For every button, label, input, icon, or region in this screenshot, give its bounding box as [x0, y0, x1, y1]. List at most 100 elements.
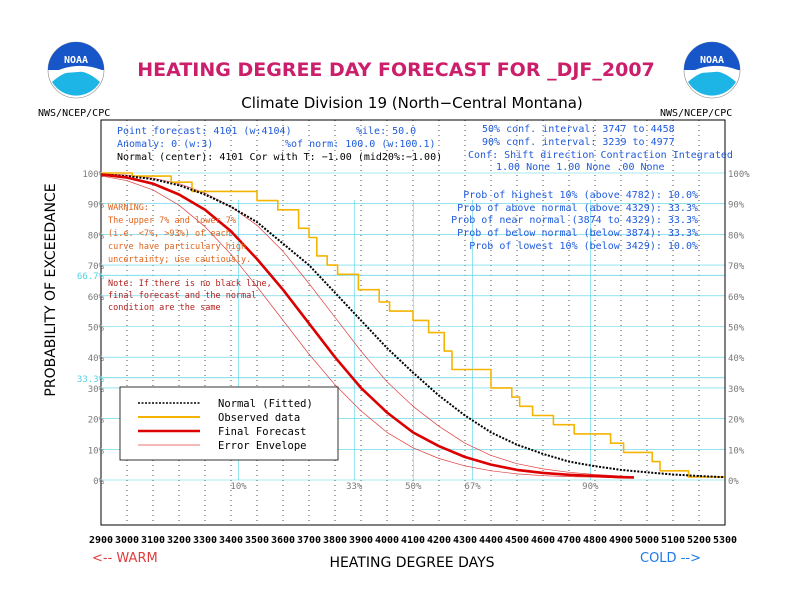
y-tick-label-right: 0% [728, 477, 739, 487]
prob-below-normal: Prob of below normal (below 3874): 33.3% [457, 228, 698, 239]
series-observed-data [101, 172, 725, 478]
x-tick-label: 3500 [245, 535, 269, 546]
x-tick-label: 3700 [297, 535, 321, 546]
warm-direction-label: <-- WARM [92, 551, 158, 566]
x-tick-label: 4400 [479, 535, 503, 546]
x-tick-label: 4500 [505, 535, 529, 546]
warning-line-2: The upper 7% and lower 7% [108, 216, 236, 226]
prob-near-normal: Prob of near normal (3874 to 4329): 33.3… [451, 215, 698, 226]
y-tick-label-right: 30% [728, 385, 745, 395]
x-tick-label: 3000 [115, 535, 139, 546]
x-tick-label: 5100 [661, 535, 685, 546]
x-tick-label: 2900 [89, 535, 113, 546]
percentile-label: 33% [346, 482, 363, 492]
warning-line-1: WARNING: [108, 203, 149, 213]
info-conf-header: Conf: Shift direction Contraction Integr… [468, 150, 733, 161]
x-tick-label: 3300 [193, 535, 217, 546]
plot-frame [100, 119, 726, 526]
x-tick-label: 3800 [323, 535, 347, 546]
x-tick-label: 3100 [141, 535, 165, 546]
warning-line-5: uncertainty; use cautiously. [108, 255, 251, 265]
chart-title: HEATING DEGREE DAY FORECAST FOR _DJF_200… [137, 59, 655, 81]
x-tick-label: 3200 [167, 535, 191, 546]
info-percent-of-normal: %of norm: 100.0 (w:100.1) [285, 139, 436, 150]
noaa-logo-left-text: NOAA [64, 55, 88, 66]
y-tick-label-left: 50% [88, 324, 105, 334]
legend-box [119, 386, 339, 461]
note-line-3: condition are the same [108, 303, 221, 313]
x-tick-label: 4600 [531, 535, 555, 546]
plot-series [100, 172, 726, 479]
x-tick-label: 4000 [375, 535, 399, 546]
org-label-left: NWS/NCEP/CPC [38, 108, 110, 119]
y-tick-label-right: 60% [728, 293, 745, 303]
y-tick-label-left: 60% [88, 293, 105, 303]
legend-label-envelope: Error Envelope [218, 440, 307, 452]
y-tick-label-right: 90% [728, 201, 745, 211]
y-tick-label-left: 100% [82, 170, 104, 180]
info-point-forecast: Point forecast: 4101 (w:4104) [117, 126, 292, 137]
series-error-envelope-lower [100, 175, 635, 479]
y-tick-label-left: 20% [88, 416, 105, 426]
y-tick-label-left: 30% [88, 385, 105, 395]
x-tick-label: 5000 [635, 535, 659, 546]
warning-line-4: curve have particulary high [108, 242, 246, 252]
y-tick-label-left: 10% [88, 446, 105, 456]
percentile-label: 50% [405, 482, 422, 492]
prob-lowest-10: Prob of lowest 10% (below 3429): 10.0% [469, 241, 698, 252]
noaa-logo-left: NOAA [47, 41, 105, 99]
note-line-1: Note: If there is no black line, [108, 279, 272, 289]
y-tick-label-left: 0% [93, 477, 104, 487]
percentile-label: 10% [230, 482, 247, 492]
note-line-2: final forecast and the normal [108, 291, 256, 301]
reference-label: 33.3% [77, 375, 105, 385]
y-tick-label-right: 20% [728, 416, 745, 426]
legend-label-forecast: Final Forecast [218, 426, 307, 438]
series-final-forecast [100, 173, 635, 479]
legend: Normal (Fitted) Observed data Final Fore… [119, 386, 339, 461]
probability-block: Prob of highest 10% (above 4782): 10.0% … [451, 190, 698, 252]
cold-direction-label: COLD --> [640, 551, 701, 566]
y-tick-label-left: 40% [88, 354, 105, 364]
x-tick-label: 4800 [583, 535, 607, 546]
warning-line-3: (i.e. <7%, >93%) of each [108, 229, 231, 239]
x-tick-label: 4700 [557, 535, 581, 546]
y-tick-label-right: 70% [728, 262, 745, 272]
x-tick-label: 4900 [609, 535, 633, 546]
x-tick-label: 3400 [219, 535, 243, 546]
plot-grid [101, 120, 725, 525]
warning-block: WARNING: The upper 7% and lower 7% (i.e.… [108, 203, 251, 265]
y-tick-label-right: 10% [728, 446, 745, 456]
x-tick-label: 5300 [713, 535, 737, 546]
info-anomaly: Anomaly: 0 (w:3) [117, 139, 213, 150]
x-tick-label: 4300 [453, 535, 477, 546]
y-tick-label-left: 70% [88, 262, 105, 272]
info-normal-center: Normal (center): 4101 Cor with T: −1.00 … [117, 152, 442, 163]
x-tick-label: 3600 [271, 535, 295, 546]
y-tick-label-right: 80% [728, 231, 745, 241]
percentile-label: 67% [464, 482, 481, 492]
prob-highest-10: Prob of highest 10% (above 4782): 10.0% [463, 190, 698, 201]
y-tick-label-left: 90% [88, 201, 105, 211]
noaa-logo-right-text: NOAA [700, 55, 724, 66]
x-tick-label: 3900 [349, 535, 373, 546]
x-tick-label: 4100 [401, 535, 425, 546]
reference-label: 66.7% [77, 272, 105, 282]
info-conf-values: 1.00 None 1.00 None .00 None [496, 162, 665, 173]
axis-ticks: 2900 3000 3100 3200 3300 3400 3500 3600 3700 3800… [77, 170, 750, 546]
x-axis-label: HEATING DEGREE DAYS [329, 555, 494, 571]
legend-label-observed: Observed data [218, 412, 300, 424]
legend-label-normal: Normal (Fitted) [218, 398, 313, 410]
info-block: Point forecast: 4101 (w:4104) Anomaly: 0… [117, 124, 733, 173]
plot-annotations: 10% 33% 50% 67% 90% [230, 482, 599, 492]
y-tick-label-right: 40% [728, 354, 745, 364]
info-conf-90: 90% conf. interval: 3239 to 4977 [482, 137, 675, 148]
noaa-logo-right: NOAA [683, 41, 741, 99]
y-axis-label: PROBABILITY OF EXCEEDANCE [43, 183, 59, 396]
x-tick-label: 5200 [687, 535, 711, 546]
info-percentile: %ile: 50.0 [356, 126, 416, 137]
x-tick-label: 4200 [427, 535, 451, 546]
org-label-right: NWS/NCEP/CPC [660, 108, 732, 119]
prob-above-normal: Prob of above normal (above 4329): 33.3% [457, 203, 698, 214]
